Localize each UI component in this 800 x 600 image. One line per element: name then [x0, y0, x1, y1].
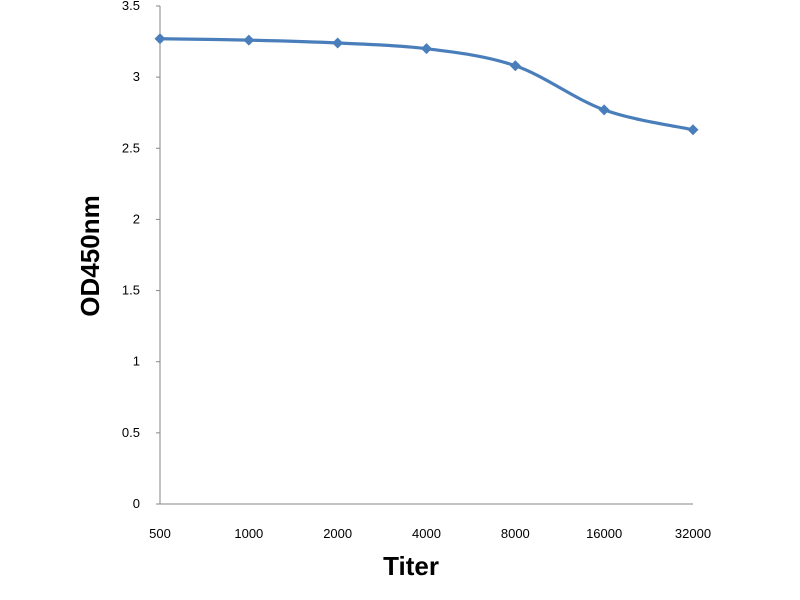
data-point-marker: [332, 37, 344, 49]
data-point-marker: [598, 104, 610, 116]
data-point-marker: [154, 33, 166, 45]
y-tick-label: 2: [133, 211, 140, 226]
data-point-marker: [509, 60, 521, 72]
y-tick-label: 1: [133, 354, 140, 369]
x-tick-label: 2000: [323, 526, 352, 541]
y-tick-label: 0: [133, 496, 140, 511]
x-tick-label: 16000: [586, 526, 622, 541]
data-point-marker: [421, 43, 432, 55]
y-tick-label: 1.5: [122, 283, 140, 298]
data-point-marker: [243, 34, 255, 46]
x-tick-label: 500: [149, 526, 171, 541]
y-tick-label: 0.5: [122, 425, 140, 440]
x-axis-ticks: 500 1000 2000 4000 8000 16000 32000: [149, 526, 711, 541]
y-tick-label: 3: [133, 69, 140, 84]
x-tick-label: 1000: [234, 526, 263, 541]
x-tick-label: 8000: [501, 526, 530, 541]
y-tick-label: 2.5: [122, 140, 140, 155]
x-axis-title: Titer: [383, 551, 439, 581]
data-point-marker: [687, 124, 699, 136]
data-points: [154, 33, 699, 136]
y-tick-label: 3.5: [122, 0, 140, 13]
x-tick-label: 4000: [412, 526, 441, 541]
x-tick-label: 32000: [675, 526, 711, 541]
y-axis-ticks: 0 0.5 1 1.5 2 2.5 3 3.5: [122, 0, 160, 511]
y-axis-title: OD450nm: [75, 195, 105, 316]
